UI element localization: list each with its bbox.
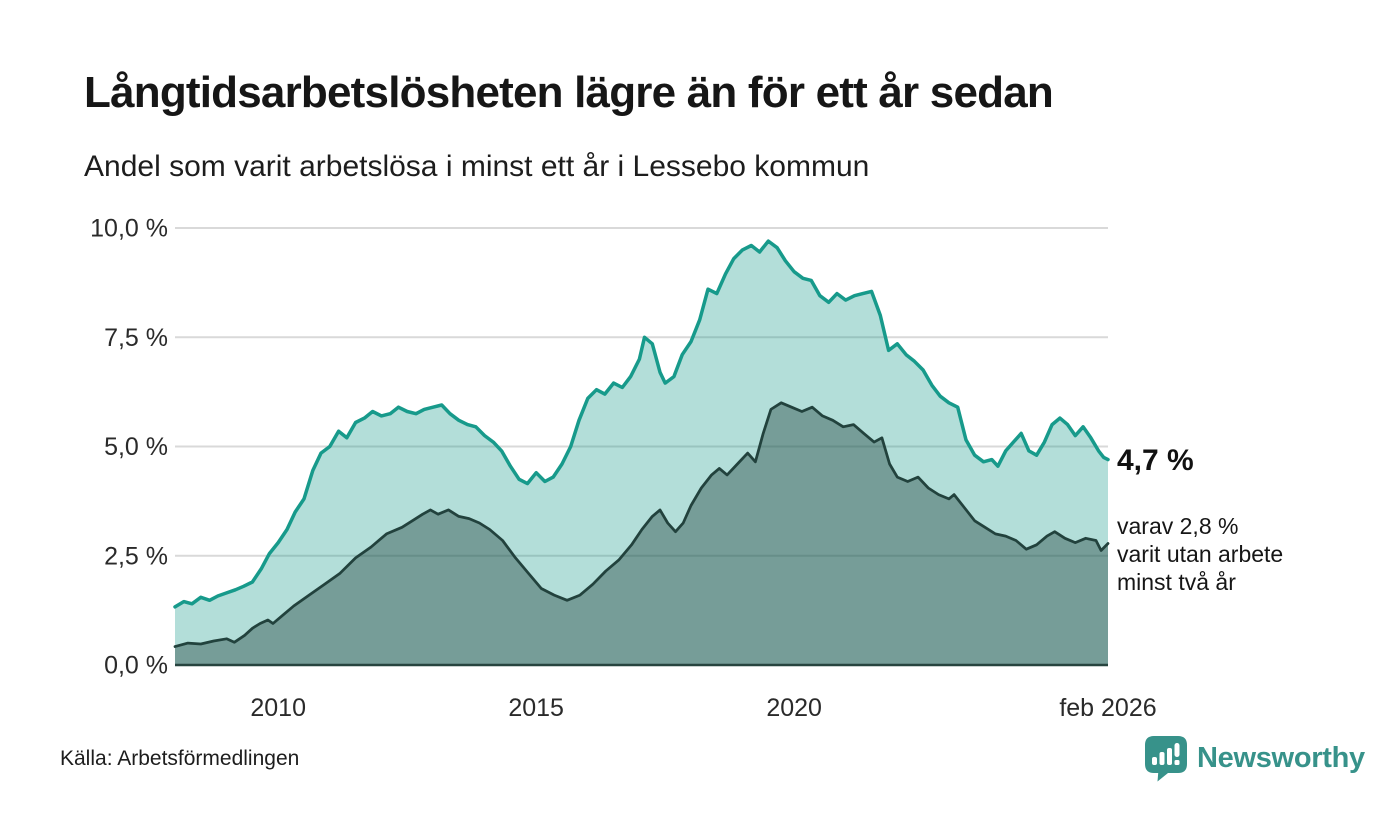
line-series-0 xyxy=(173,239,1110,609)
chart-subtitle: Andel som varit arbetslösa i minst ett å… xyxy=(84,150,870,183)
x-axis-tick-label: 2020 xyxy=(766,694,822,722)
line-series-1 xyxy=(173,401,1110,648)
x-axis-tick-label: feb 2026 xyxy=(1059,694,1156,722)
newsworthy-logo-icon xyxy=(1144,735,1188,782)
brand-name: Newsworthy xyxy=(1197,742,1365,774)
y-axis-tick-label: 0,0 % xyxy=(104,652,168,680)
area-series-0 xyxy=(175,241,1108,665)
y-axis-tick-label: 5,0 % xyxy=(104,433,168,461)
annotation-detail-line: varit utan arbete xyxy=(1117,541,1284,567)
y-axis-tick-label: 10,0 % xyxy=(90,215,168,243)
annotation-detail-line: varav 2,8 % xyxy=(1117,513,1239,539)
source-note: Källa: Arbetsförmedlingen xyxy=(60,747,300,770)
annotation-detail-line: minst två år xyxy=(1117,569,1236,595)
x-axis-tick-label: 2015 xyxy=(508,694,564,722)
annotation-detail: varav 2,8 % varit utan arbete minst två … xyxy=(1117,512,1283,596)
page-title: Långtidsarbetslösheten lägre än för ett … xyxy=(84,68,1054,117)
area-series-1 xyxy=(175,402,1108,665)
x-axis-tick-label: 2010 xyxy=(250,694,306,722)
brand-link[interactable]: Newsworthy xyxy=(1144,735,1365,782)
y-axis-tick-label: 2,5 % xyxy=(104,542,168,570)
latest-value-label: 4,7 % xyxy=(1117,444,1194,477)
y-axis-tick-label: 7,5 % xyxy=(104,324,168,352)
